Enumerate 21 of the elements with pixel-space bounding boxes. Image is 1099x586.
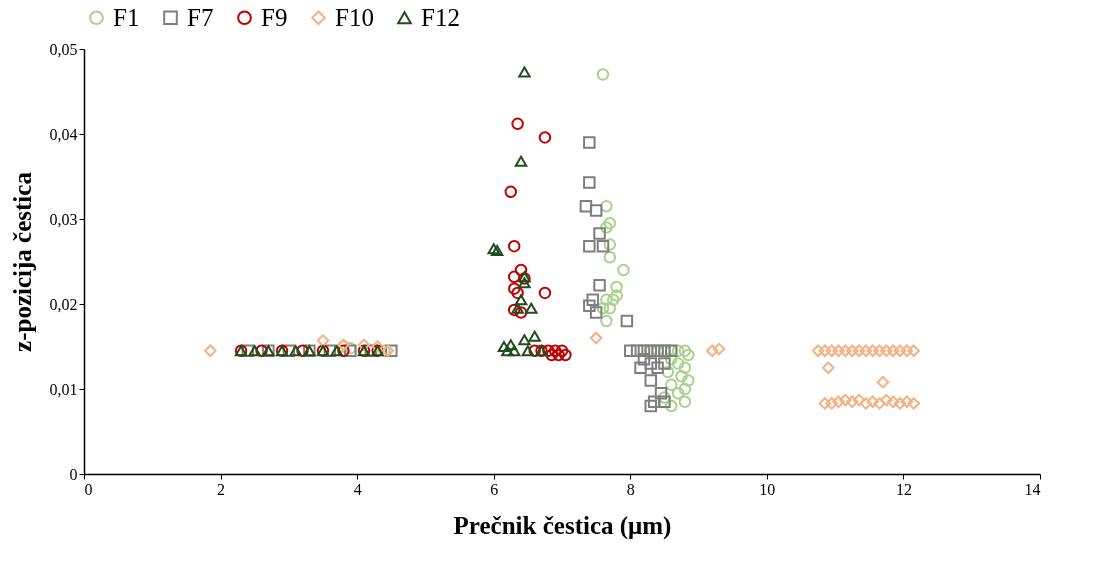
x-tick-label: 4 (353, 480, 362, 498)
x-axis-title: Prečnik čestica (μm) (453, 511, 672, 540)
x-tick-label: 0 (84, 480, 93, 498)
y-axis-title: z-pozicija čestica (8, 171, 36, 352)
x-tick-label: 8 (626, 480, 635, 498)
legend-label: F7 (187, 3, 214, 31)
legend-label: F10 (335, 3, 374, 31)
legend-label: F9 (261, 3, 288, 31)
y-tick-label: 0,05 (49, 40, 78, 58)
y-tick-label: 0,04 (49, 125, 78, 143)
y-tick-label: 0,03 (49, 210, 78, 228)
x-tick-label: 2 (217, 480, 226, 498)
y-tick-label: 0 (69, 465, 78, 483)
y-tick-label: 0,02 (49, 295, 78, 313)
y-tick-label: 0,01 (49, 380, 78, 398)
x-tick-label: 12 (895, 480, 912, 498)
legend-label: F1 (113, 3, 140, 31)
x-tick-label: 14 (1024, 480, 1041, 498)
legend-label: F12 (421, 3, 460, 31)
x-tick-label: 10 (759, 480, 776, 498)
x-tick-label: 6 (490, 480, 499, 498)
